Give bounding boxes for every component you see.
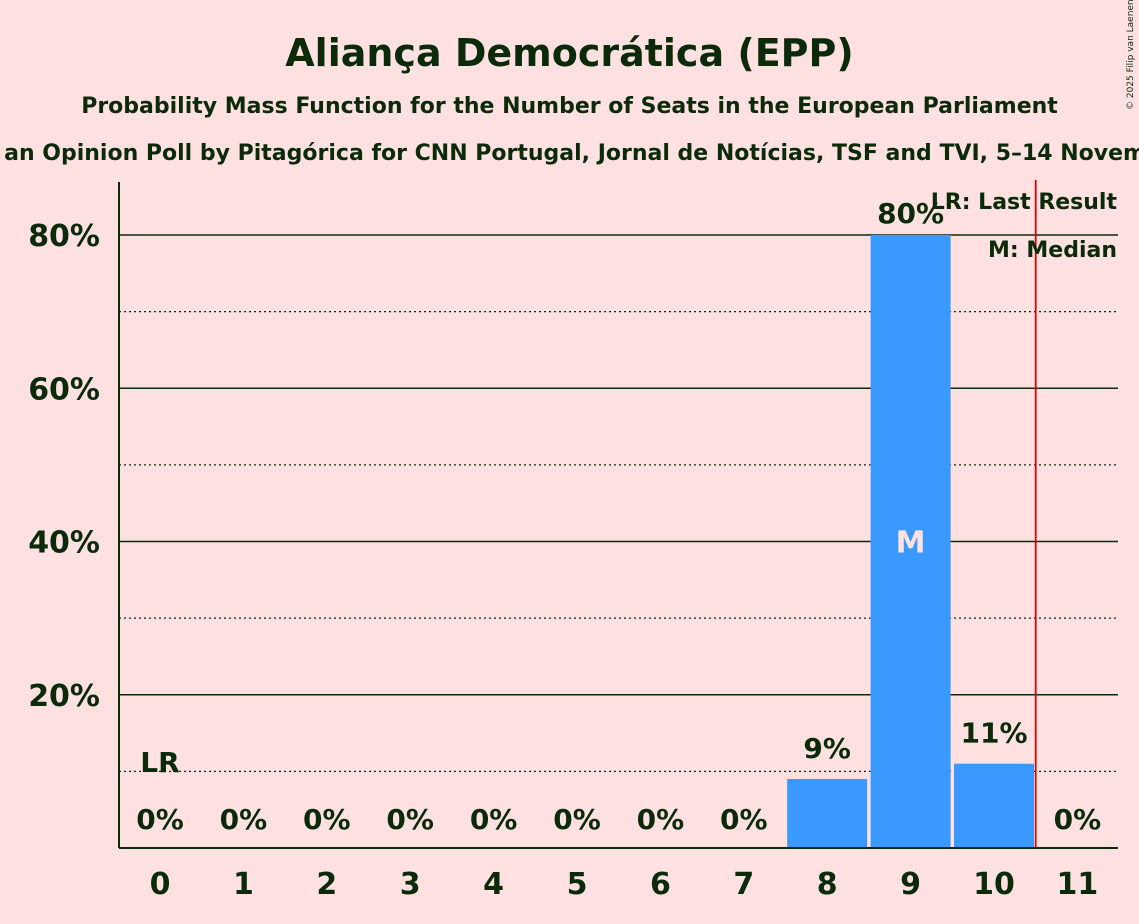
value-label-11: 0% bbox=[1054, 803, 1102, 836]
value-label-9: 80% bbox=[877, 197, 944, 230]
x-tick-7: 7 bbox=[733, 867, 754, 902]
y-tick-20: 20% bbox=[28, 679, 100, 714]
last-result-marker: LR bbox=[140, 746, 179, 779]
y-tick-60: 60% bbox=[28, 372, 100, 407]
bar-10 bbox=[954, 763, 1034, 848]
x-tick-5: 5 bbox=[567, 867, 588, 902]
bar-9 bbox=[870, 235, 951, 848]
value-labels: 0% 0% 0% 0% 0% 0% 0% 0% 9% 80% 11% 0% LR bbox=[136, 197, 1101, 836]
value-label-10: 11% bbox=[960, 717, 1027, 750]
x-tick-1: 1 bbox=[233, 867, 254, 902]
value-label-3: 0% bbox=[386, 803, 434, 836]
y-tick-40: 40% bbox=[28, 526, 100, 561]
value-label-7: 0% bbox=[720, 803, 768, 836]
bar-8 bbox=[787, 779, 868, 848]
copyright: © 2025 Filip van Laenen bbox=[1126, 0, 1136, 110]
value-label-1: 0% bbox=[220, 803, 268, 836]
y-tick-labels: 20% 40% 60% 80% bbox=[28, 219, 100, 714]
x-tick-0: 0 bbox=[150, 867, 171, 902]
axes bbox=[118, 180, 1118, 849]
value-label-6: 0% bbox=[637, 803, 685, 836]
x-tick-10: 10 bbox=[973, 867, 1015, 902]
x-tick-6: 6 bbox=[650, 867, 671, 902]
chart-title: Aliança Democrática (EPP) bbox=[285, 31, 853, 75]
chart-subtitle: Probability Mass Function for the Number… bbox=[81, 94, 1058, 119]
legend-median: M: Median bbox=[988, 238, 1117, 263]
x-tick-9: 9 bbox=[900, 867, 921, 902]
value-label-8: 9% bbox=[803, 732, 851, 765]
y-tick-80: 80% bbox=[28, 219, 100, 254]
value-label-5: 0% bbox=[553, 803, 601, 836]
gridlines bbox=[119, 234, 1118, 772]
x-tick-3: 3 bbox=[400, 867, 421, 902]
x-tick-2: 2 bbox=[316, 867, 337, 902]
bars: M bbox=[787, 235, 1034, 848]
value-label-0: 0% bbox=[136, 803, 184, 836]
value-label-2: 0% bbox=[303, 803, 351, 836]
legend-last-result: LR: Last Result bbox=[931, 190, 1118, 215]
x-tick-labels: 0 1 2 3 4 5 6 7 8 9 10 11 bbox=[150, 867, 1099, 902]
x-tick-11: 11 bbox=[1057, 867, 1099, 902]
chart-source: Based on an Opinion Poll by Pitagórica f… bbox=[0, 141, 1139, 166]
value-label-4: 0% bbox=[470, 803, 518, 836]
x-tick-4: 4 bbox=[483, 867, 504, 902]
x-tick-8: 8 bbox=[817, 867, 838, 902]
median-marker: M bbox=[896, 526, 926, 561]
